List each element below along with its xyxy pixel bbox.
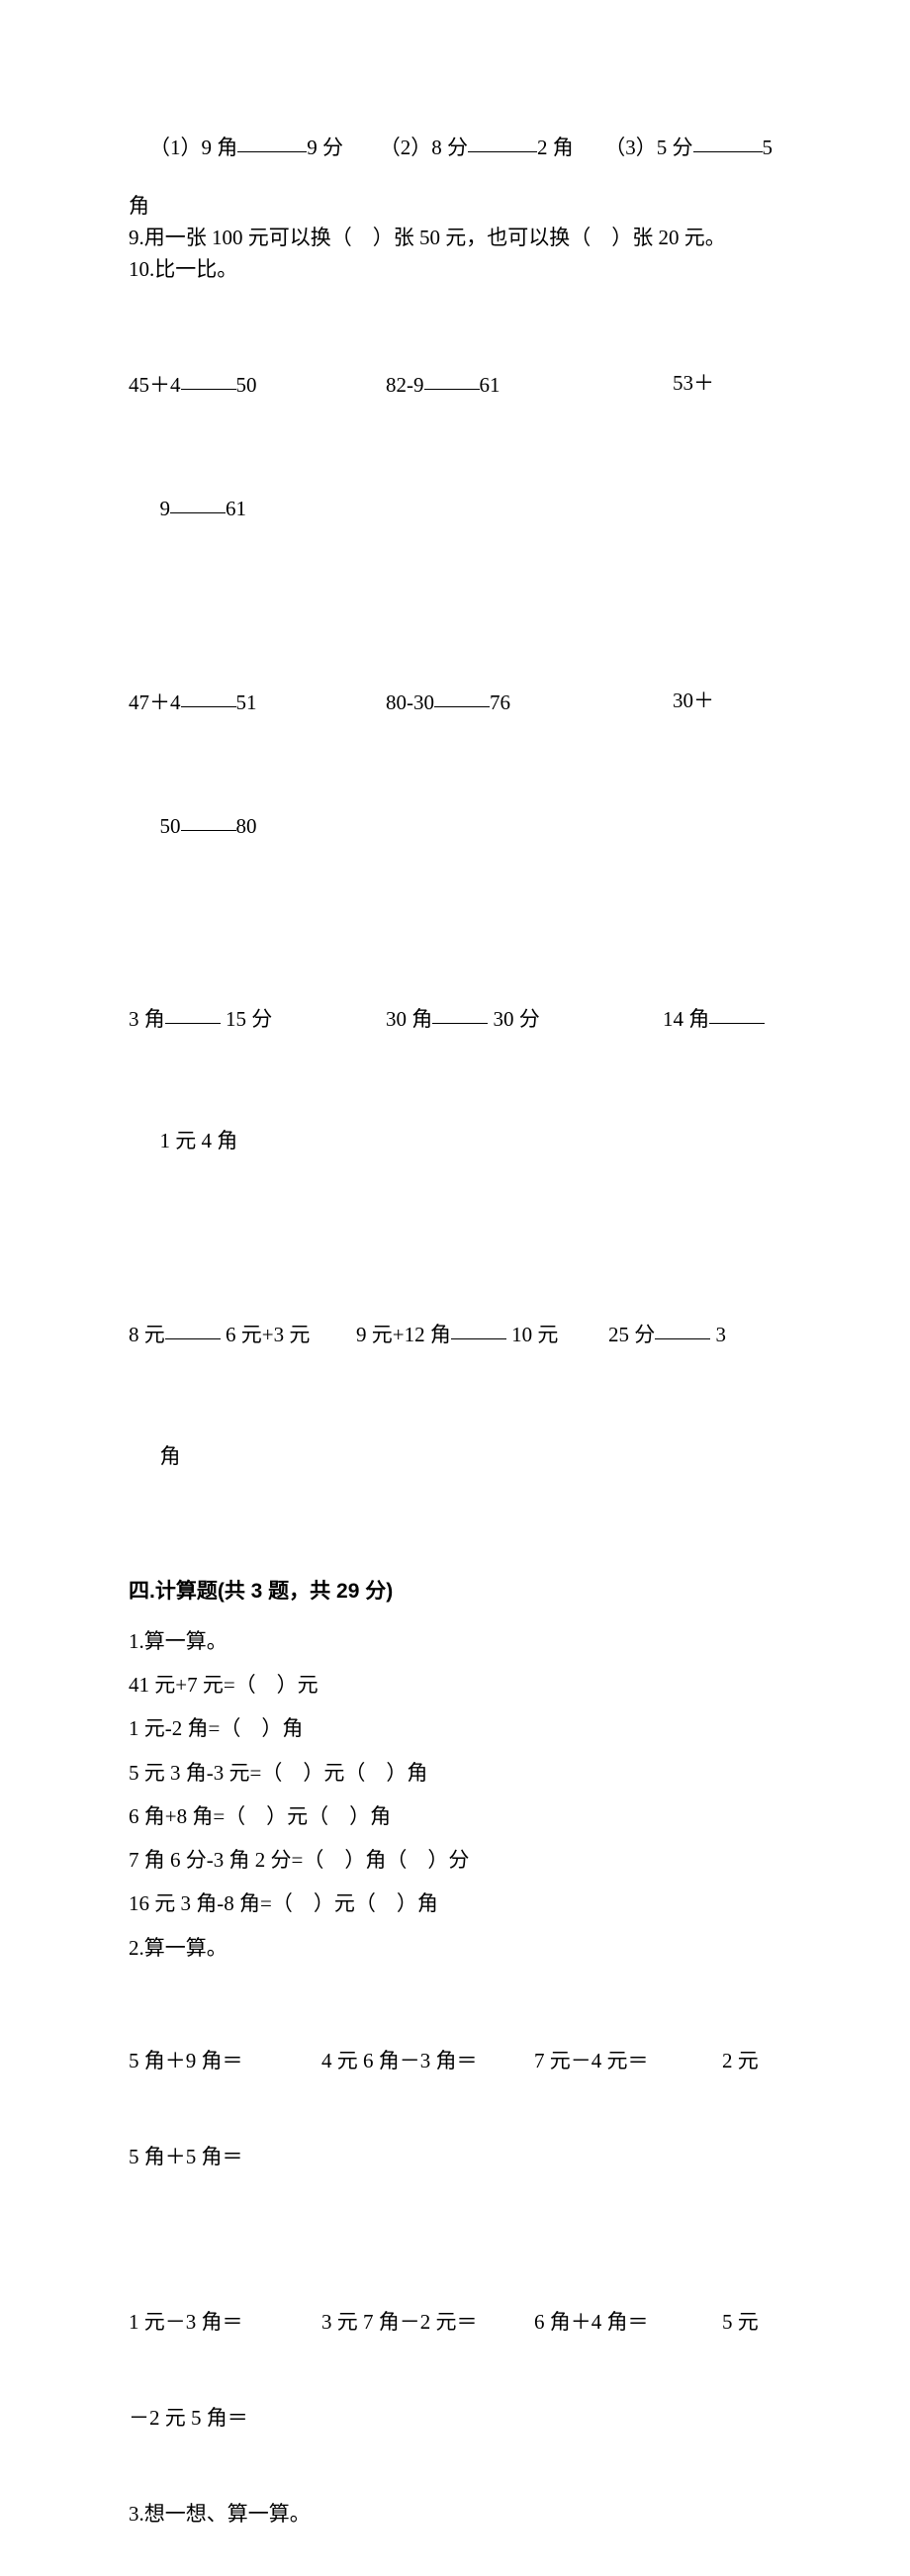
- q8-p2-post: 2 角: [537, 136, 574, 159]
- lhs: 45＋4: [129, 373, 181, 397]
- blank: [655, 1318, 710, 1339]
- s4-q2-r1-c4: 2 元: [722, 2048, 759, 2073]
- section4-heading: 四.计算题(共 3 题，共 29 分): [129, 1579, 781, 1605]
- s4-q3-row1: 2 元-3 角=角 5 元-9 角=元角: [129, 2544, 781, 2576]
- q10-row-2: 47＋4 51 80-30 76 30＋ 50 80: [129, 617, 781, 917]
- blank: [693, 131, 763, 152]
- rhs: 6 元+3 元: [221, 1323, 311, 1346]
- q8-p2-pre: （2）8 分: [380, 136, 468, 159]
- rhs: 3: [710, 1323, 726, 1346]
- rhs: 61: [480, 373, 500, 397]
- s4-q1-l4: 6 角+8 角=（ ）元（ ）角: [129, 1803, 781, 1829]
- lhs: 47＋4: [129, 690, 181, 714]
- lhs: 9 元+12 角: [356, 1323, 451, 1346]
- blank: [432, 1002, 488, 1024]
- blank: [170, 492, 226, 513]
- rhs: 10 元: [506, 1323, 559, 1346]
- lhs: 50: [160, 814, 181, 838]
- q10-row-3: 3 角 15 分 30 角 30 分 14 角 1 元 4 角: [129, 935, 781, 1233]
- s4-q2-row1: 5 角＋9 角＝ 4 元 6 角－3 角＝ 7 元－4 元＝ 2 元 5 角＋5…: [129, 1978, 781, 2222]
- q10-r4-a: 8 元 6 元+3 元: [129, 1320, 356, 1347]
- q10-r2-c: 30＋: [673, 688, 714, 715]
- blank: [434, 686, 490, 707]
- q10-r3-b: 30 角 30 分: [386, 1004, 663, 1032]
- s4-q1-l3: 5 元 3 角-3 元=（ ）元（ ）角: [129, 1760, 781, 1786]
- q10-row-1: 45＋4 50 82-9 61 53＋ 9 61: [129, 301, 781, 600]
- q10-r4-b: 9 元+12 角 10 元: [356, 1320, 608, 1347]
- s4-q2-r1-c3: 7 元－4 元＝: [534, 2048, 722, 2073]
- lhs: 角: [160, 1444, 181, 1468]
- s4-q2-r2-c2: 3 元 7 角－2 元＝: [321, 2309, 534, 2335]
- q10-r2-wrap: 50 80: [129, 784, 781, 865]
- q8-trailing: 角: [129, 193, 781, 219]
- q8-p1-pre: （1）9 角: [149, 136, 237, 159]
- rhs: 51: [236, 690, 257, 714]
- s4-q1-l2: 1 元-2 角=（ ）角: [129, 1715, 781, 1741]
- rhs: 76: [490, 690, 510, 714]
- spacer: [343, 136, 380, 159]
- lhs: 80-30: [386, 690, 434, 714]
- lhs: 8 元: [129, 1323, 165, 1346]
- lhs: 3 角: [129, 1007, 165, 1031]
- lhs: 25 分: [608, 1323, 655, 1346]
- s4-q2-title: 2.算一算。: [129, 1935, 781, 1961]
- s4-q1-l5: 7 角 6 分-3 角 2 分=（ ）角（ ）分: [129, 1847, 781, 1873]
- q10-r1-b: 82-9 61: [386, 370, 673, 398]
- blank: [451, 1318, 506, 1339]
- worksheet-page: （1）9 角 9 分 （2）8 分 2 角 （3）5 分 5 角 9.用一张 100 …: [0, 0, 910, 2576]
- q10-r4-wrap: 角: [129, 1417, 781, 1495]
- lhs: 14 角: [663, 1007, 709, 1031]
- s4-q2-r1-wrap: 5 角＋5 角＝: [129, 2144, 781, 2169]
- q10-r3-a: 3 角 15 分: [129, 1004, 386, 1032]
- lhs: 9: [160, 497, 171, 520]
- spacer: [574, 136, 605, 159]
- blank: [165, 1318, 221, 1339]
- lhs: 30 角: [386, 1007, 432, 1031]
- blank: [709, 1002, 765, 1024]
- rhs: 61: [226, 497, 246, 520]
- q10-row-4: 8 元 6 元+3 元 9 元+12 角 10 元 25 分 3 角: [129, 1249, 781, 1547]
- q10-r1-wrap: 9 61: [129, 468, 781, 548]
- s4-q2-r2-c1: 1 元－3 角＝: [129, 2309, 321, 2335]
- s4-q2-row2: 1 元－3 角＝ 3 元 7 角－2 元＝ 6 角＋4 角＝ 5 元 －2 元 …: [129, 2240, 781, 2483]
- q8-p1-post: 9 分: [307, 136, 343, 159]
- s4-q2-r2-c3: 6 角＋4 角＝: [534, 2309, 722, 2335]
- lhs: 82-9: [386, 373, 424, 397]
- blank: [424, 368, 480, 390]
- blank: [181, 686, 236, 707]
- rhs: 15 分: [221, 1007, 273, 1031]
- rhs: 50: [236, 373, 257, 397]
- blank: [181, 809, 236, 831]
- q10-r3-wrap: 1 元 4 角: [129, 1102, 781, 1180]
- q10-r1-a: 45＋4 50: [129, 370, 386, 398]
- s4-q1-l1: 41 元+7 元=（ ）元: [129, 1672, 781, 1698]
- rhs: 80: [236, 814, 257, 838]
- rhs: 30 分: [488, 1007, 540, 1031]
- s4-q2-r1-c1: 5 角＋9 角＝: [129, 2048, 321, 2073]
- s4-q2-r2-wrap: －2 元 5 角＝: [129, 2405, 781, 2431]
- s4-q1-title: 1.算一算。: [129, 1628, 781, 1654]
- q10-r2-a: 47＋4 51: [129, 688, 386, 715]
- s4-q3-title: 3.想一想、算一算。: [129, 2501, 781, 2527]
- q10-r4-c: 25 分 3: [608, 1320, 726, 1347]
- q10-title: 10.比一比。: [129, 256, 781, 282]
- q10-r3-c: 14 角: [663, 1004, 765, 1032]
- s4-q1-l6: 16 元 3 角-8 角=（ ）元（ ）角: [129, 1890, 781, 1916]
- q10-r2-b: 80-30 76: [386, 688, 673, 715]
- blank: [237, 131, 307, 152]
- q8-line1: （1）9 角 9 分 （2）8 分 2 角 （3）5 分 5: [129, 107, 781, 187]
- blank: [181, 368, 236, 390]
- blank: [468, 131, 537, 152]
- lhs: 53＋: [673, 371, 714, 395]
- s4-q2-r1-c2: 4 元 6 角－3 角＝: [321, 2048, 534, 2073]
- q8-p3-post: 5: [763, 136, 774, 159]
- q10-r1-c: 53＋: [673, 370, 714, 398]
- lhs: 1 元 4 角: [160, 1129, 238, 1152]
- q9-text: 9.用一张 100 元可以换（ ）张 50 元，也可以换（ ）张 20 元。: [129, 225, 781, 250]
- q8-p3-pre: （3）5 分: [604, 136, 692, 159]
- s4-q2-r2-c4: 5 元: [722, 2309, 759, 2335]
- lhs: 30＋: [673, 689, 714, 712]
- blank: [165, 1002, 221, 1024]
